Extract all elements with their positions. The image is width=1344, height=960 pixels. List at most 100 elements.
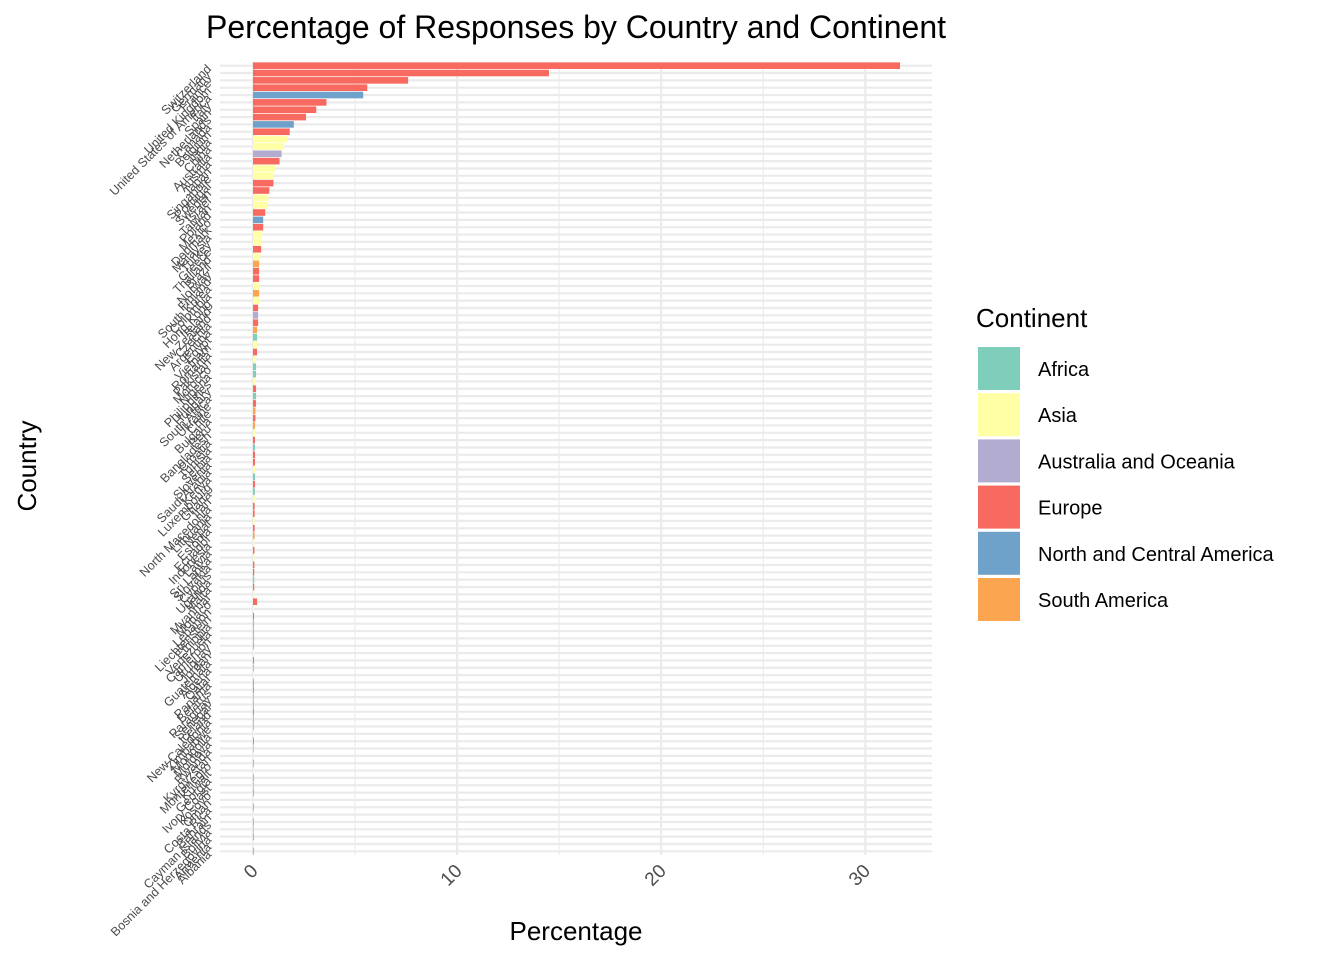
bar-costa-rica bbox=[253, 803, 254, 811]
bar-ecuador bbox=[253, 532, 255, 539]
bar-guatemala bbox=[253, 657, 255, 664]
bar-bosnia-and-herzegovina bbox=[253, 833, 254, 840]
bar-thailand bbox=[253, 253, 261, 260]
x-axis-title: Percentage bbox=[510, 916, 643, 946]
bar-kuwait bbox=[253, 767, 254, 774]
bar-colombia bbox=[253, 289, 260, 297]
bar-china bbox=[253, 143, 284, 150]
bar-romania bbox=[253, 348, 258, 356]
bar-netherlands bbox=[253, 113, 307, 121]
x-tick-label-20: 20 bbox=[641, 861, 671, 891]
bar-myanmar bbox=[253, 591, 255, 598]
bar-lebanon bbox=[253, 605, 255, 613]
bar-india bbox=[253, 135, 288, 143]
bar-portugal bbox=[253, 179, 274, 187]
bar-belarus bbox=[253, 686, 254, 694]
bar-croatia bbox=[253, 436, 256, 444]
bar-tunisia bbox=[253, 444, 256, 451]
bar-canada bbox=[253, 121, 294, 128]
bar-algeria bbox=[253, 664, 254, 672]
bar-senegal bbox=[253, 701, 254, 708]
bar-chile bbox=[253, 407, 256, 415]
bar-luxembourg bbox=[253, 480, 256, 488]
bar-kenya bbox=[253, 473, 256, 481]
bar-slovakia bbox=[253, 561, 255, 569]
bar-argentina bbox=[253, 326, 258, 334]
bar-nigeria bbox=[253, 370, 257, 378]
bar-malta bbox=[253, 583, 255, 591]
bar-japan bbox=[253, 165, 276, 172]
bar-qatar bbox=[253, 671, 254, 679]
bar-peru bbox=[253, 422, 256, 429]
y-axis-title: Country bbox=[12, 420, 42, 511]
bar-monaco bbox=[253, 598, 258, 605]
bar-hungary bbox=[253, 385, 257, 393]
bar-slovenia bbox=[253, 458, 256, 466]
bar-sweden bbox=[253, 187, 270, 194]
bar-ukraine bbox=[253, 400, 257, 407]
bar-czechia bbox=[253, 319, 259, 326]
bar-vietnam bbox=[253, 341, 258, 348]
bar-oman bbox=[253, 796, 254, 804]
bar-bolivia bbox=[253, 825, 254, 833]
bar-spain bbox=[253, 106, 317, 114]
bar-finland bbox=[253, 275, 260, 282]
bar-brazil bbox=[253, 260, 260, 268]
bar-iceland bbox=[253, 708, 254, 716]
bar-israel bbox=[253, 194, 269, 202]
legend-key-south-america bbox=[978, 578, 1020, 621]
bar-layer bbox=[253, 62, 900, 855]
bar-nepal bbox=[253, 517, 255, 525]
bar-denmark bbox=[253, 223, 264, 231]
bar-moldova bbox=[253, 737, 254, 745]
bar-egypt bbox=[253, 334, 258, 341]
legend-key-north-and-central-america bbox=[978, 531, 1020, 575]
bar-cayman-islands bbox=[253, 818, 254, 826]
bar-georgia bbox=[253, 774, 254, 782]
bar-estonia bbox=[253, 524, 255, 532]
bar-south-africa bbox=[253, 392, 257, 400]
bar-bulgaria bbox=[253, 414, 256, 422]
bar-bahrain bbox=[253, 811, 254, 818]
bar-taiwan bbox=[253, 201, 268, 209]
bar-cameroon bbox=[253, 635, 255, 642]
bar-kyrgyzstan bbox=[253, 752, 254, 760]
bar-uruguay bbox=[253, 642, 255, 650]
bar-serbia bbox=[253, 451, 256, 459]
bar-poland bbox=[253, 209, 266, 216]
bar-zimbabwe bbox=[253, 723, 254, 730]
x-tick-label-30: 30 bbox=[845, 861, 875, 891]
bar-lithuania bbox=[253, 510, 255, 517]
legend-label-africa: Africa bbox=[1038, 359, 1090, 381]
bar-ivory-coast bbox=[253, 781, 254, 789]
bar-south-korea bbox=[253, 282, 260, 290]
bar-turkey bbox=[253, 238, 262, 246]
bar-mongolia bbox=[253, 730, 254, 738]
bar-new-zealand bbox=[253, 312, 259, 319]
bar-italy bbox=[253, 99, 327, 106]
bar-austria bbox=[253, 157, 280, 165]
bar-albania bbox=[253, 848, 254, 855]
bar-latvia bbox=[253, 546, 255, 554]
bar-indonesia bbox=[253, 539, 255, 547]
legend-title: Continent bbox=[976, 303, 1088, 333]
bar-kosovo bbox=[253, 789, 254, 796]
bar-ghana bbox=[253, 488, 255, 495]
bar-hong-kong bbox=[253, 297, 260, 304]
bar-germany bbox=[253, 69, 549, 77]
x-tick-label-10: 10 bbox=[437, 861, 467, 891]
legend-key-australia-and-oceania bbox=[978, 439, 1020, 483]
bar-montenegro bbox=[253, 759, 254, 767]
bar-morocco bbox=[253, 363, 257, 371]
bar-saudi-arabia bbox=[253, 466, 256, 473]
bar-united-states-of-america bbox=[253, 91, 364, 99]
legend-key-africa bbox=[978, 347, 1020, 390]
chart-title: Percentage of Responses by Country and C… bbox=[206, 9, 946, 45]
bar-mexico bbox=[253, 216, 264, 224]
legend-key-europe bbox=[978, 485, 1020, 529]
bar-new-caledonia bbox=[253, 715, 254, 723]
legend-label-europe: Europe bbox=[1038, 498, 1103, 520]
